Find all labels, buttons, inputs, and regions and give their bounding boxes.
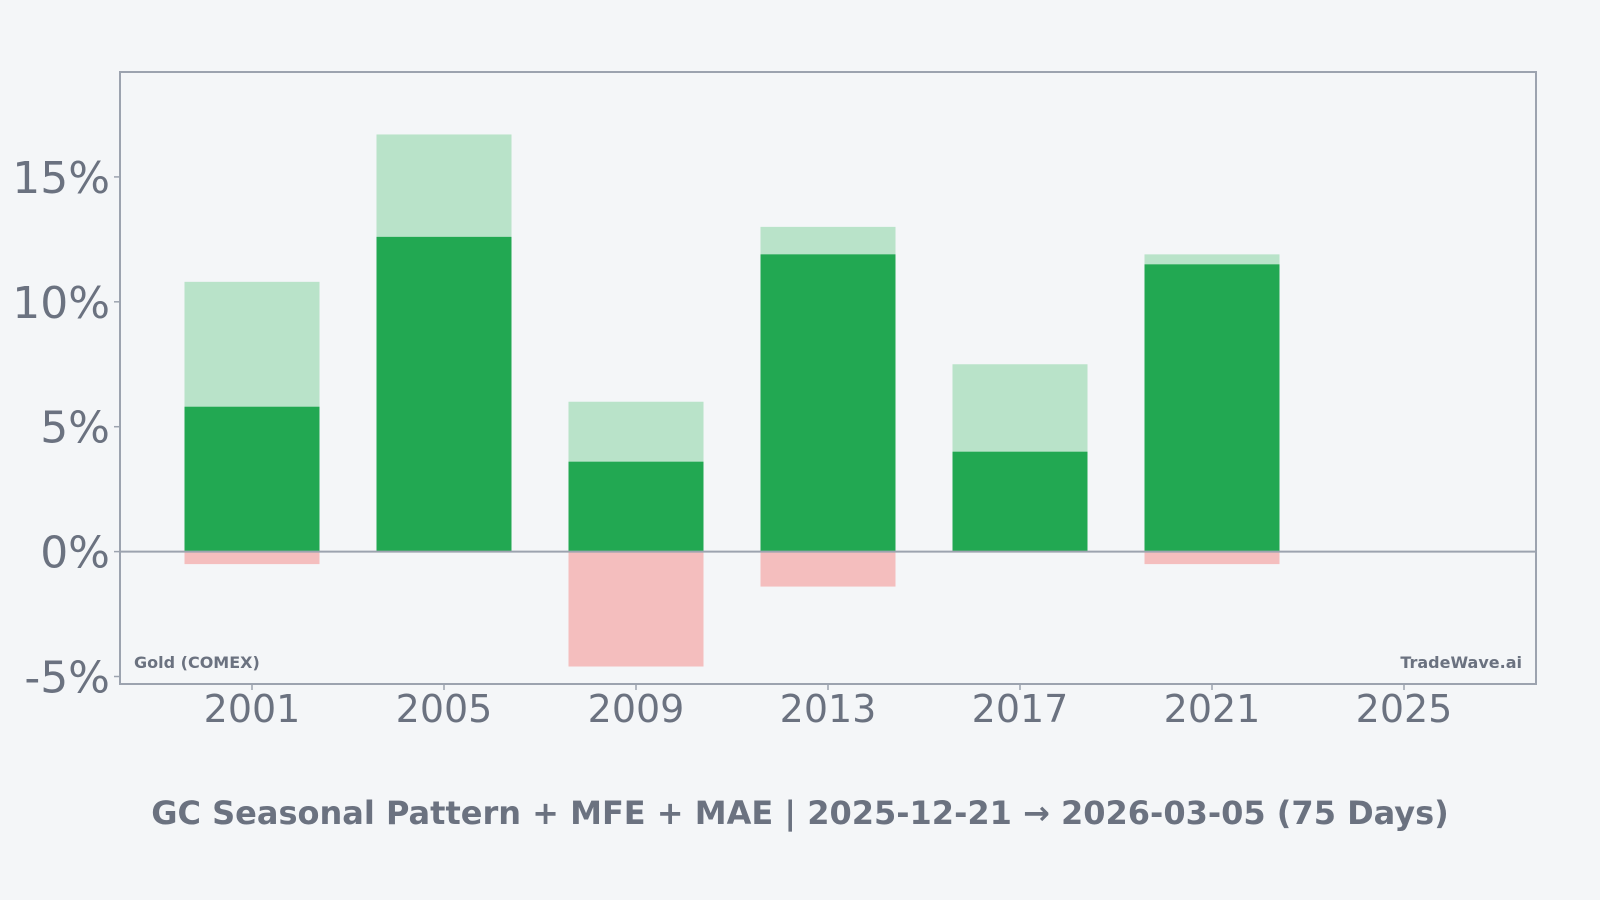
x-tick-label: 2013 <box>780 687 877 731</box>
bar-mae-2001 <box>184 551 320 565</box>
bar-mae-2013 <box>760 551 896 587</box>
watermark-label: TradeWave.ai <box>1400 653 1522 672</box>
y-tick-label: 10% <box>12 278 110 329</box>
bars-group <box>184 134 1280 667</box>
x-tick-label: 2005 <box>396 687 493 731</box>
x-axis: 2001 2005 2009 2013 2017 2021 2025 <box>204 684 1453 731</box>
y-tick-label: 15% <box>12 153 110 204</box>
bar-return-2013 <box>760 254 896 552</box>
y-axis: -5% 0% 5% 10% 15% <box>12 153 120 704</box>
y-tick-label: 5% <box>40 403 110 454</box>
y-tick-label: -5% <box>24 653 110 704</box>
bar-return-2009 <box>568 461 704 552</box>
bar-mae-2009 <box>568 551 704 667</box>
bar-mae-2021 <box>1144 551 1280 565</box>
x-tick-label: 2017 <box>972 687 1069 731</box>
x-tick-label: 2025 <box>1356 687 1453 731</box>
y-tick-label: 0% <box>40 528 110 579</box>
bar-return-2021 <box>1144 264 1280 552</box>
bar-return-2005 <box>376 236 512 552</box>
chart-title: GC Seasonal Pattern + MFE + MAE | 2025-1… <box>151 794 1449 833</box>
x-tick-label: 2009 <box>588 687 685 731</box>
x-tick-label: 2021 <box>1164 687 1261 731</box>
bar-return-2001 <box>184 406 320 552</box>
x-tick-label: 2001 <box>204 687 301 731</box>
instrument-label: Gold (COMEX) <box>134 653 260 672</box>
bar-return-2017 <box>952 451 1088 552</box>
